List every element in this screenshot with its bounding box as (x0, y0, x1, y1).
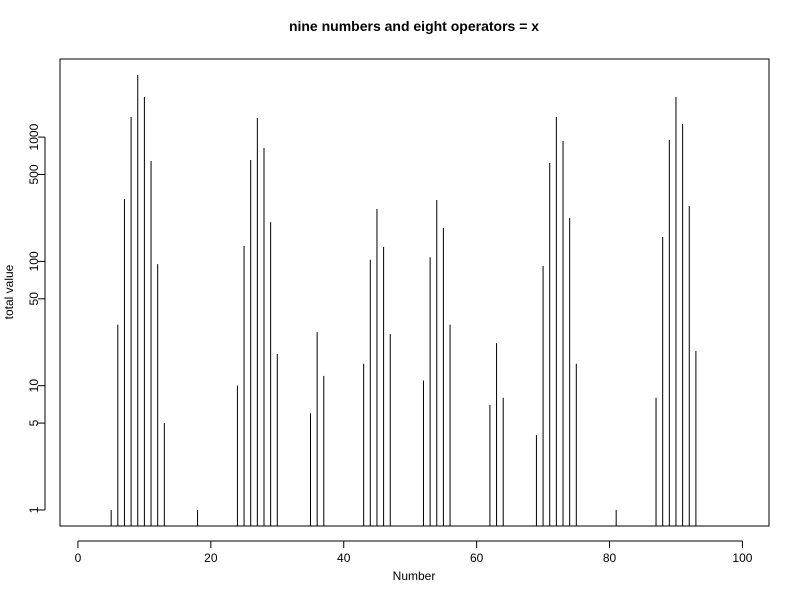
x-axis-label: Number (393, 569, 436, 583)
x-tick-label: 100 (732, 551, 752, 565)
y-tick-label: 1 (27, 506, 41, 513)
x-tick-label: 60 (470, 551, 484, 565)
y-tick-label: 100 (27, 251, 41, 271)
x-tick-label: 20 (204, 551, 218, 565)
plot-box (59, 58, 770, 527)
x-tick-label: 80 (603, 551, 617, 565)
y-tick-label: 10 (27, 379, 41, 393)
y-tick-label: 1000 (27, 123, 41, 150)
x-tick-label: 40 (337, 551, 351, 565)
chart-title: nine numbers and eight operators = x (289, 18, 539, 34)
y-tick-label: 50 (27, 292, 41, 306)
x-tick-label: 0 (75, 551, 82, 565)
y-axis-label: total value (2, 264, 16, 319)
y-tick-label: 500 (27, 164, 41, 184)
y-tick-label: 5 (27, 419, 41, 426)
